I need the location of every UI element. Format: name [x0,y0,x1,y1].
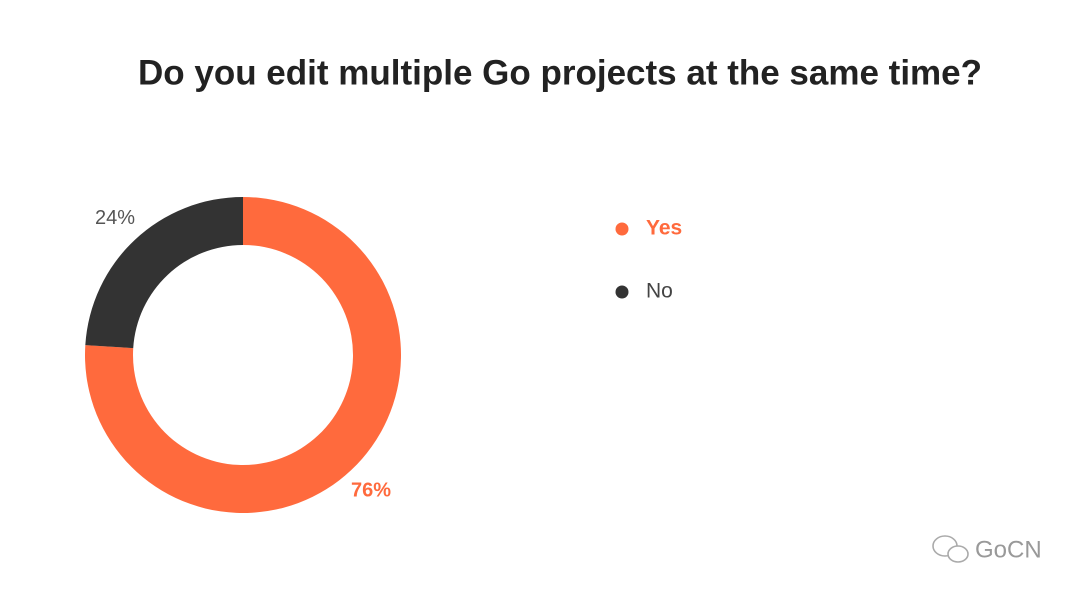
watermark-icon [932,535,969,563]
value-label: 24% [95,207,135,229]
slice [84,197,401,513]
legend-label: No [646,280,673,303]
slice [85,197,244,349]
legend-marker [615,285,629,299]
legend-marker [615,222,629,236]
chart-title: Do you edit multiple Go projects at the … [138,53,982,92]
value-label: 76% [351,480,391,502]
watermark: GoCN [975,536,1042,563]
legend-label: Yes [646,217,682,240]
